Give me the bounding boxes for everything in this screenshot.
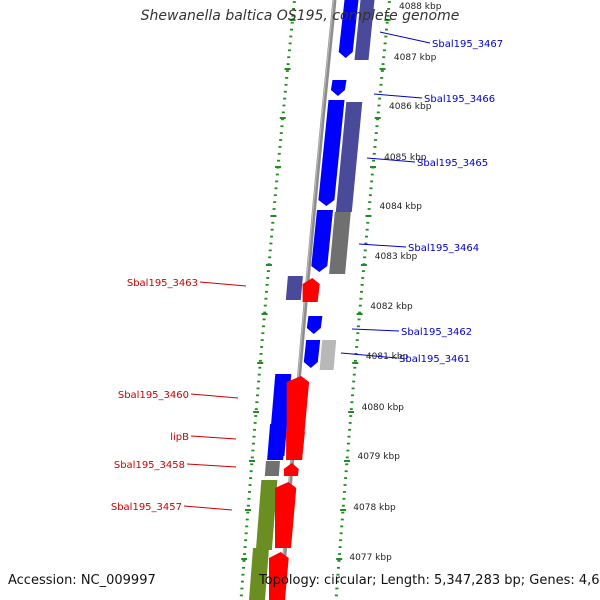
gene-block-3457-b (275, 482, 297, 548)
kbp-label: 4086 kbp (389, 102, 432, 112)
left-gene-label: Sbal195_3460 (118, 390, 189, 401)
genome-summary-text: Topology: circular; Length: 5,347,283 bp… (259, 573, 600, 588)
gene-block-3465-a (318, 100, 345, 206)
right-gene-label: Sbal195_3466 (424, 94, 495, 105)
label-leader-line (366, 157, 416, 163)
label-leader-line (199, 281, 247, 287)
gene-block-3458-b (283, 463, 299, 476)
left-gene-label: Sbal195_3463 (127, 278, 198, 289)
kbp-label: 4077 kbp (349, 553, 392, 563)
label-leader-line (190, 435, 237, 440)
gene-block-3461-a (303, 340, 321, 368)
right-gene-label: Sbal195_3465 (417, 158, 488, 169)
gene-block-3463-a (285, 276, 303, 300)
gene-block-lipB-a (267, 424, 287, 460)
left-gene-label: Sbal195_3457 (111, 502, 182, 513)
label-leader-line (358, 243, 407, 248)
label-leader-line (186, 463, 237, 468)
kbp-label: 4085 kbp (384, 153, 427, 163)
label-leader-line (183, 505, 233, 511)
gene-block-3456-b (269, 552, 289, 600)
gene-block-3461-b (319, 340, 337, 370)
right-gene-label: Sbal195_3461 (399, 354, 470, 365)
accession-text: Accession: NC_009997 (8, 573, 156, 588)
kbp-label: 4088 kbp (399, 2, 442, 12)
gene-block-3465-b (335, 102, 363, 212)
kbp-label: 4084 kbp (380, 202, 423, 212)
genome-title: Shewanella baltica OS195, complete genom… (140, 8, 460, 24)
right-gene-label: Sbal195_3462 (401, 327, 472, 338)
right-gene-label: Sbal195_3464 (408, 243, 479, 254)
kbp-label: 4087 kbp (394, 53, 437, 63)
label-leader-line (379, 31, 431, 44)
gene-block-3457-a (255, 480, 278, 550)
kbp-label: 4083 kbp (375, 252, 418, 262)
left-gene-label: Sbal195_3458 (114, 460, 185, 471)
gene-block-3456-a (249, 548, 269, 600)
gene-block-3462 (306, 316, 323, 334)
gene-block-3467-b (354, 0, 375, 60)
label-leader-line (351, 328, 400, 332)
label-leader-line (340, 352, 398, 359)
kbp-label: 4082 kbp (370, 302, 413, 312)
gene-block-3467-a (338, 0, 359, 58)
label-leader-line (190, 393, 239, 399)
gene-block-3458-a (264, 461, 280, 476)
gene-block-3464-b (329, 212, 351, 274)
kbp-label: 4078 kbp (353, 503, 396, 513)
kbp-label: 4080 kbp (362, 403, 405, 413)
gene-block-3464-a (311, 210, 333, 272)
label-leader-line (373, 93, 423, 99)
right-tick-ruler (334, 1, 391, 597)
gene-block-3463-b (302, 278, 320, 302)
gene-block-3466 (330, 80, 347, 96)
kbp-label: 4079 kbp (358, 452, 401, 462)
gene-block-lipB-b (286, 426, 305, 460)
right-gene-label: Sbal195_3467 (432, 39, 503, 50)
left-gene-label: lipB (170, 432, 189, 443)
